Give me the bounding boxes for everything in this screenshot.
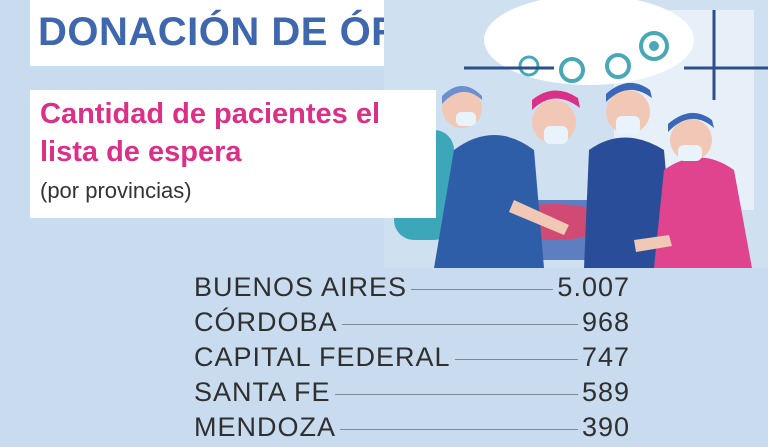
leader-line bbox=[454, 359, 578, 360]
leader-line bbox=[334, 394, 578, 395]
province-name: BUENOS AIRES bbox=[194, 272, 408, 302]
province-count: 747 bbox=[581, 342, 630, 372]
province-row: SANTA FE 589 bbox=[194, 377, 630, 412]
leader-line bbox=[340, 429, 578, 430]
leader-line bbox=[341, 324, 578, 325]
province-row: BUENOS AIRES 5.007 bbox=[194, 272, 630, 307]
subtitle-note: (por provincias) bbox=[40, 178, 192, 203]
surgical-lamp-icon bbox=[484, 0, 694, 85]
province-row: CÓRDOBA 968 bbox=[194, 307, 630, 342]
surgeon-navy-icon bbox=[584, 82, 674, 268]
subtitle-box bbox=[30, 90, 436, 218]
province-name: SANTA FE bbox=[194, 377, 331, 407]
province-row: MENDOZA 390 bbox=[194, 412, 630, 447]
subtitle: Cantidad de pacientes el lista de espera bbox=[40, 98, 381, 168]
surgical-team-illustration bbox=[384, 0, 768, 268]
province-count: 5.007 bbox=[557, 272, 630, 302]
province-name: CAPITAL FEDERAL bbox=[194, 342, 451, 372]
nurse-pink-icon bbox=[634, 112, 752, 268]
surgeon-blue-icon bbox=[434, 90, 580, 268]
province-count: 589 bbox=[581, 377, 630, 407]
province-row: CAPITAL FEDERAL 747 bbox=[194, 342, 630, 377]
province-list: BUENOS AIRES 5.007 CÓRDOBA 968 CAPITAL F… bbox=[194, 272, 630, 447]
province-name: MENDOZA bbox=[194, 412, 336, 442]
leader-line bbox=[411, 289, 554, 290]
province-name: CÓRDOBA bbox=[194, 307, 338, 337]
province-count: 968 bbox=[581, 307, 630, 337]
province-count: 390 bbox=[581, 412, 630, 442]
